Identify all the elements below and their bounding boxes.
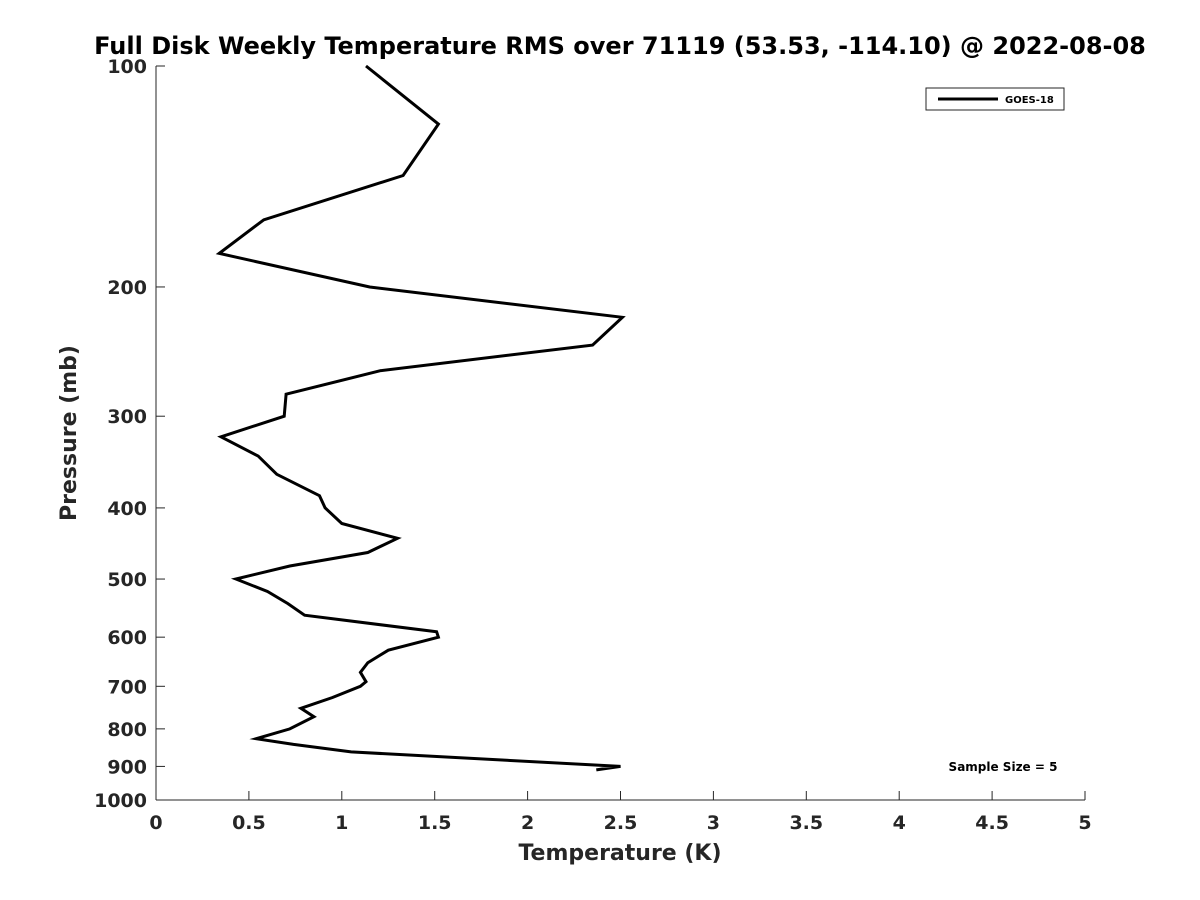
y-tick-label: 300 [107,406,147,428]
x-tick-label: 2.5 [604,812,638,834]
y-tick-label: 400 [107,498,147,520]
x-axis-label: Temperature (K) [518,841,721,866]
sample-size-annotation: Sample Size = 5 [949,760,1058,774]
series-layer [215,64,626,772]
y-tick-label: 600 [107,627,147,649]
y-tick-label: 100 [107,56,147,78]
y-tick-label: 900 [107,756,147,778]
x-tick-label: 3.5 [789,812,823,834]
y-axis-ticks: 100 200 300 400 500 600 700 800 900 1000 [94,56,165,812]
x-tick-label: 3 [707,812,720,834]
legend: GOES-18 [925,87,1065,111]
y-axis-label: Pressure (mb) [57,345,82,521]
y-tick-label: 200 [107,277,147,299]
x-tick-label: 5 [1078,812,1091,834]
series-line-goes-18 [215,64,626,772]
x-tick-label: 4 [893,812,906,834]
x-tick-label: 2 [521,812,534,834]
chart-title: Full Disk Weekly Temperature RMS over 71… [94,32,1146,60]
x-tick-label: 1 [335,812,348,834]
x-axis-ticks: 0 0.5 1 1.5 2 2.5 3 3.5 4 4.5 5 [149,791,1092,834]
x-tick-label: 4.5 [975,812,1009,834]
y-tick-label: 700 [107,676,147,698]
x-tick-label: 0.5 [232,812,266,834]
x-tick-label: 1.5 [418,812,452,834]
y-tick-label: 800 [107,719,147,741]
x-tick-label: 0 [149,812,162,834]
y-tick-label: 1000 [94,790,147,812]
y-tick-label: 500 [107,569,147,591]
legend-label-goes-18: GOES-18 [1005,95,1054,106]
